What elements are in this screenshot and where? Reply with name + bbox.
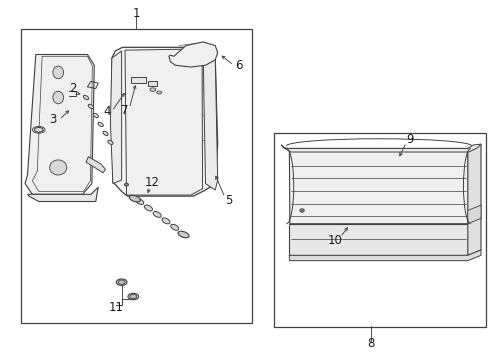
Bar — [131, 77, 146, 83]
Polygon shape — [27, 187, 98, 202]
Polygon shape — [125, 49, 202, 195]
Text: 12: 12 — [144, 176, 159, 189]
Ellipse shape — [129, 195, 140, 202]
Ellipse shape — [53, 91, 63, 104]
Polygon shape — [112, 45, 217, 196]
Ellipse shape — [135, 199, 143, 204]
Ellipse shape — [118, 280, 125, 284]
Ellipse shape — [153, 211, 161, 217]
Text: 4: 4 — [103, 105, 110, 118]
Polygon shape — [467, 205, 480, 224]
Polygon shape — [281, 144, 480, 152]
Ellipse shape — [128, 293, 139, 300]
Polygon shape — [289, 250, 480, 261]
Text: 11: 11 — [108, 301, 123, 314]
Ellipse shape — [178, 231, 189, 238]
Polygon shape — [25, 54, 94, 194]
Ellipse shape — [83, 95, 88, 100]
Polygon shape — [467, 144, 480, 255]
Polygon shape — [86, 157, 105, 173]
Polygon shape — [168, 42, 217, 67]
Ellipse shape — [53, 66, 63, 79]
Polygon shape — [289, 224, 467, 255]
Ellipse shape — [150, 88, 156, 91]
Text: 2: 2 — [69, 82, 77, 95]
Ellipse shape — [88, 104, 93, 109]
Text: 7: 7 — [121, 104, 128, 117]
Ellipse shape — [93, 113, 98, 118]
Bar — [273, 134, 485, 327]
Ellipse shape — [299, 209, 304, 212]
Text: 1: 1 — [132, 7, 140, 20]
Ellipse shape — [157, 91, 161, 94]
Text: 3: 3 — [50, 113, 57, 126]
Ellipse shape — [162, 218, 170, 224]
Polygon shape — [289, 148, 468, 224]
Ellipse shape — [144, 205, 152, 211]
Ellipse shape — [116, 279, 127, 285]
Ellipse shape — [124, 183, 128, 186]
Ellipse shape — [107, 140, 113, 144]
Text: 9: 9 — [406, 133, 413, 146]
Ellipse shape — [170, 224, 179, 230]
Text: 6: 6 — [234, 59, 242, 72]
Text: 8: 8 — [367, 337, 374, 350]
Polygon shape — [110, 51, 122, 184]
Polygon shape — [203, 47, 217, 190]
Bar — [148, 81, 157, 86]
Text: 5: 5 — [225, 194, 232, 207]
Ellipse shape — [98, 122, 103, 127]
Ellipse shape — [50, 160, 67, 175]
Text: 10: 10 — [326, 234, 342, 247]
Ellipse shape — [34, 127, 43, 132]
Ellipse shape — [130, 294, 137, 299]
Bar — [21, 30, 251, 323]
Ellipse shape — [102, 131, 108, 135]
